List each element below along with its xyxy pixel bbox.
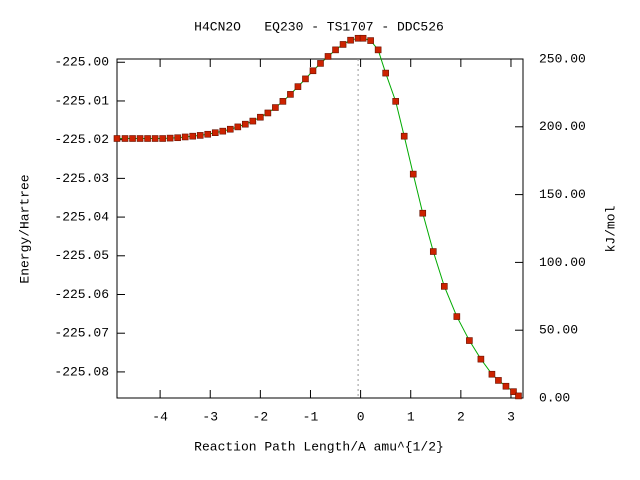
data-point bbox=[339, 41, 347, 48]
data-point bbox=[159, 135, 166, 142]
data-point bbox=[488, 370, 496, 378]
data-point bbox=[204, 130, 212, 138]
data-point bbox=[287, 91, 294, 98]
x-tick-label: -1 bbox=[303, 409, 319, 424]
data-point bbox=[359, 34, 367, 42]
y-tick-label: -225.00 bbox=[54, 55, 109, 70]
data-point bbox=[466, 337, 473, 344]
plot-frame bbox=[116, 58, 524, 399]
x-axis-label: Reaction Path Length/A amu^{1/2} bbox=[194, 439, 444, 454]
y-tick-label: -225.06 bbox=[54, 287, 109, 302]
data-point bbox=[219, 127, 227, 135]
y-tick-label: -225.03 bbox=[54, 171, 109, 186]
y2-tick-label: 50.00 bbox=[539, 323, 578, 338]
data-point bbox=[515, 392, 522, 400]
data-point bbox=[189, 132, 196, 140]
data-point bbox=[136, 135, 144, 142]
data-point bbox=[495, 377, 502, 384]
data-point bbox=[392, 98, 399, 105]
data-point bbox=[502, 382, 510, 390]
data-point bbox=[419, 209, 427, 217]
data-point bbox=[279, 98, 287, 105]
y-tick-label: -225.07 bbox=[54, 326, 109, 341]
y2-tick-label: 150.00 bbox=[539, 187, 586, 202]
x-tick-label: 0 bbox=[357, 409, 365, 424]
y2-tick-label: 200.00 bbox=[539, 119, 586, 134]
x-tick-label: -2 bbox=[253, 409, 269, 424]
data-point bbox=[324, 53, 332, 60]
data-point bbox=[367, 37, 374, 44]
y-tick-label: -225.05 bbox=[54, 248, 109, 263]
data-point bbox=[294, 83, 302, 90]
y-axis-label: Energy/Hartree bbox=[17, 174, 32, 283]
data-point bbox=[309, 67, 317, 75]
data-point bbox=[510, 388, 517, 395]
data-point bbox=[226, 125, 234, 133]
y-tick-label: -225.01 bbox=[54, 93, 109, 108]
data-point bbox=[257, 113, 264, 121]
x-tick-label: -4 bbox=[152, 409, 168, 424]
data-point bbox=[409, 170, 417, 178]
y2-axis-label: kJ/mol bbox=[603, 205, 618, 252]
y-tick-label: -225.04 bbox=[54, 210, 109, 225]
data-point bbox=[382, 69, 389, 77]
x-tick-label: 2 bbox=[457, 409, 465, 424]
data-point bbox=[211, 129, 219, 136]
x-tick-label: -3 bbox=[202, 409, 218, 424]
y2-tick-label: 250.00 bbox=[539, 51, 586, 66]
data-point bbox=[174, 134, 181, 142]
data-point bbox=[477, 355, 485, 363]
data-point bbox=[429, 248, 437, 255]
data-point bbox=[453, 313, 461, 320]
x-tick-label: 1 bbox=[407, 409, 415, 424]
data-point bbox=[144, 135, 151, 142]
y2-tick-label: 100.00 bbox=[539, 255, 586, 270]
data-point bbox=[264, 109, 272, 117]
data-point bbox=[196, 132, 204, 139]
data-point bbox=[166, 134, 174, 142]
data-point bbox=[332, 46, 339, 54]
data-point bbox=[129, 135, 136, 142]
data-point bbox=[441, 283, 448, 290]
data-point bbox=[374, 46, 382, 54]
data-point bbox=[400, 132, 408, 140]
chart-title: H4CN2O EQ230 - TS1707 - DDC526 bbox=[194, 19, 444, 34]
data-point bbox=[242, 120, 249, 128]
data-point bbox=[121, 135, 129, 142]
data-point bbox=[302, 75, 309, 83]
y-tick-label: -225.02 bbox=[54, 132, 109, 147]
y-tick-label: -225.08 bbox=[54, 364, 109, 379]
data-point bbox=[272, 104, 279, 111]
data-point bbox=[234, 123, 242, 131]
data-point bbox=[317, 60, 324, 67]
data-point bbox=[151, 135, 159, 142]
data-point bbox=[347, 36, 354, 44]
data-point bbox=[181, 133, 189, 141]
x-tick-label: 3 bbox=[507, 409, 515, 424]
data-point bbox=[249, 117, 257, 125]
y2-tick-label: 0.00 bbox=[539, 390, 570, 405]
data-point bbox=[113, 135, 121, 142]
